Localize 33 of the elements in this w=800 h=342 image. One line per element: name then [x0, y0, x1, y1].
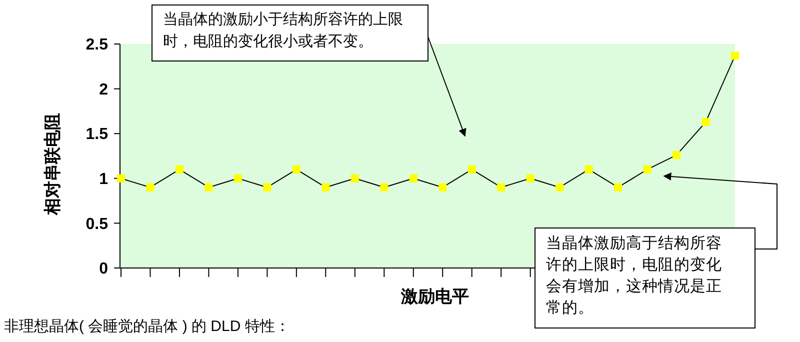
- point: [234, 174, 242, 182]
- point: [468, 165, 476, 174]
- x-axis-title: 激励电平: [400, 287, 469, 306]
- annotation: 当晶体激励高于结构所容许的上限时，电阻的变化会有增加，这种情况是正常的。: [546, 234, 722, 316]
- point: [438, 183, 447, 192]
- point: [702, 118, 710, 126]
- point: [350, 174, 359, 182]
- point: [556, 183, 564, 192]
- point: [526, 174, 534, 182]
- y-tick-label: 0: [99, 260, 108, 278]
- y-tick-label: 1.5: [86, 126, 108, 144]
- point: [380, 183, 388, 192]
- point: [175, 165, 184, 174]
- point: [146, 183, 154, 192]
- point: [292, 165, 300, 174]
- y-tick-label: 2.5: [86, 36, 108, 54]
- point: [497, 183, 506, 192]
- point: [322, 183, 330, 192]
- point: [731, 52, 739, 60]
- y-axis-title: 相对串联电阻: [43, 113, 62, 216]
- y-tick-label: 0.5: [86, 216, 108, 233]
- y-tick-label: 2: [99, 81, 108, 98]
- y-tick-label: 1: [99, 171, 108, 188]
- point: [672, 151, 681, 160]
- point: [117, 174, 125, 182]
- point: [584, 165, 593, 174]
- point: [643, 165, 652, 174]
- point: [204, 183, 213, 192]
- point: [614, 183, 622, 192]
- annotation: 当晶体的激励小于结构所容许的上限时，电阻的变化很小或者不变。: [163, 11, 403, 50]
- point: [409, 174, 418, 182]
- point: [263, 183, 272, 192]
- text: 非理想晶体( 会睡觉的晶体 ) 的 DLD 特性：: [4, 318, 290, 335]
